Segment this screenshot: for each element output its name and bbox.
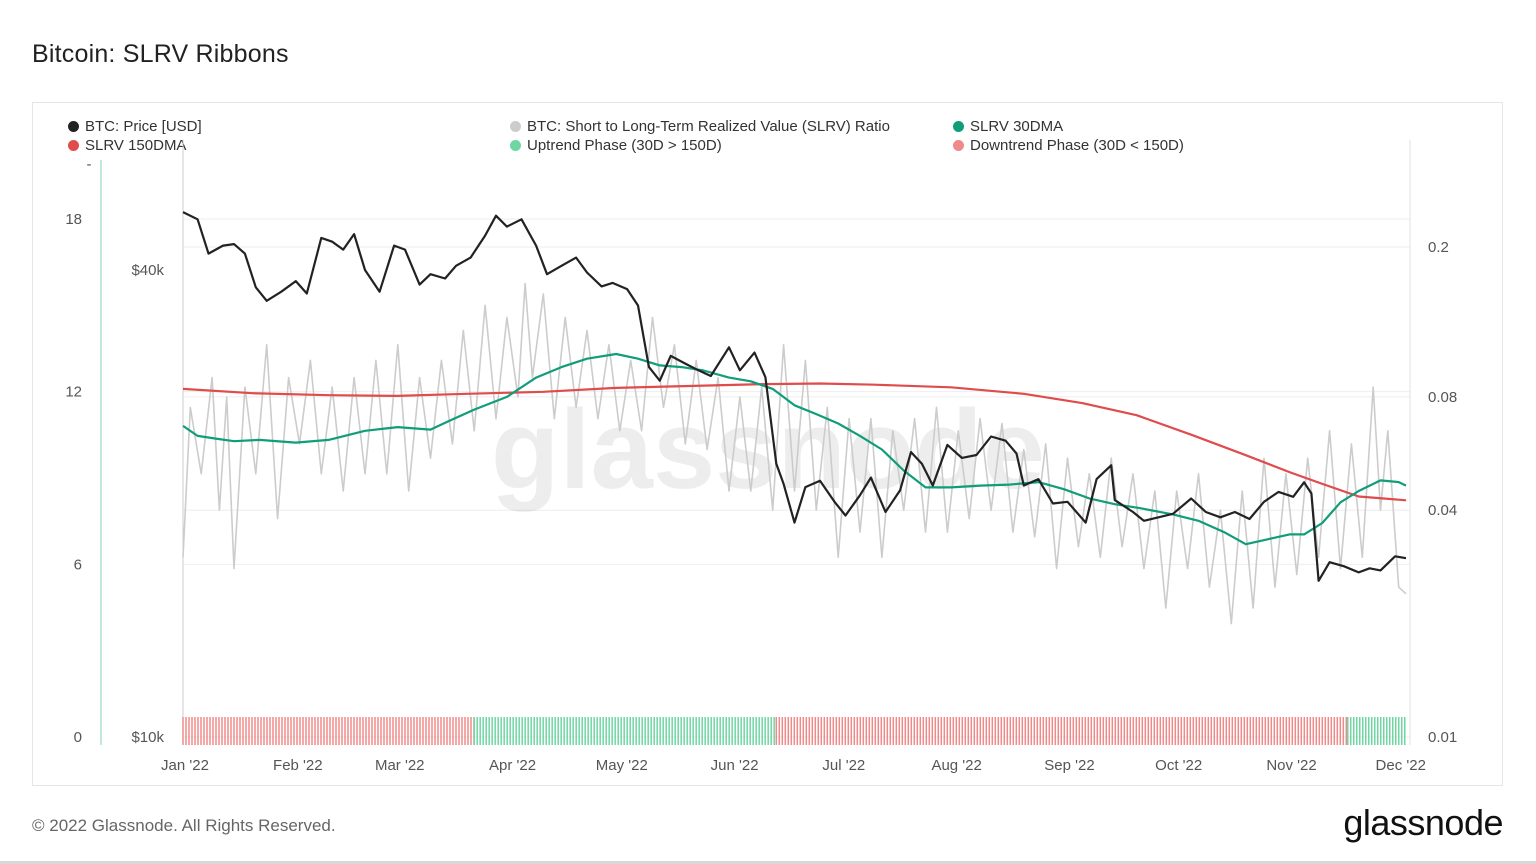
copyright-footer: © 2022 Glassnode. All Rights Reserved. bbox=[32, 816, 336, 835]
legend-label: BTC: Short to Long-Term Realized Value (… bbox=[527, 118, 890, 135]
legend-item-30dma[interactable]: SLRV 30DMA bbox=[953, 118, 1063, 135]
legend-dot-icon bbox=[68, 140, 79, 151]
legend-label: Downtrend Phase (30D < 150D) bbox=[970, 137, 1184, 154]
legend-dot-icon bbox=[953, 140, 964, 151]
chart-title: Bitcoin: SLRV Ribbons bbox=[32, 40, 289, 68]
legend-label: BTC: Price [USD] bbox=[85, 118, 202, 135]
legend-item-slrv[interactable]: BTC: Short to Long-Term Realized Value (… bbox=[510, 118, 890, 135]
legend-dot-icon bbox=[510, 140, 521, 151]
legend-item-downtrend[interactable]: Downtrend Phase (30D < 150D) bbox=[953, 137, 1184, 154]
bottom-divider bbox=[0, 861, 1536, 864]
legend-item-uptrend[interactable]: Uptrend Phase (30D > 150D) bbox=[510, 137, 722, 154]
legend-dot-icon bbox=[510, 121, 521, 132]
legend-item-150dma[interactable]: SLRV 150DMA bbox=[68, 137, 186, 154]
legend-label: Uptrend Phase (30D > 150D) bbox=[527, 137, 722, 154]
legend-dot-icon bbox=[68, 121, 79, 132]
brand-logo: glassnode bbox=[1343, 802, 1503, 843]
legend-label: SLRV 150DMA bbox=[85, 137, 187, 154]
chart-panel bbox=[32, 102, 1503, 786]
legend-label: SLRV 30DMA bbox=[970, 118, 1064, 135]
legend-item-price[interactable]: BTC: Price [USD] bbox=[68, 118, 202, 135]
legend-dot-icon bbox=[953, 121, 964, 132]
